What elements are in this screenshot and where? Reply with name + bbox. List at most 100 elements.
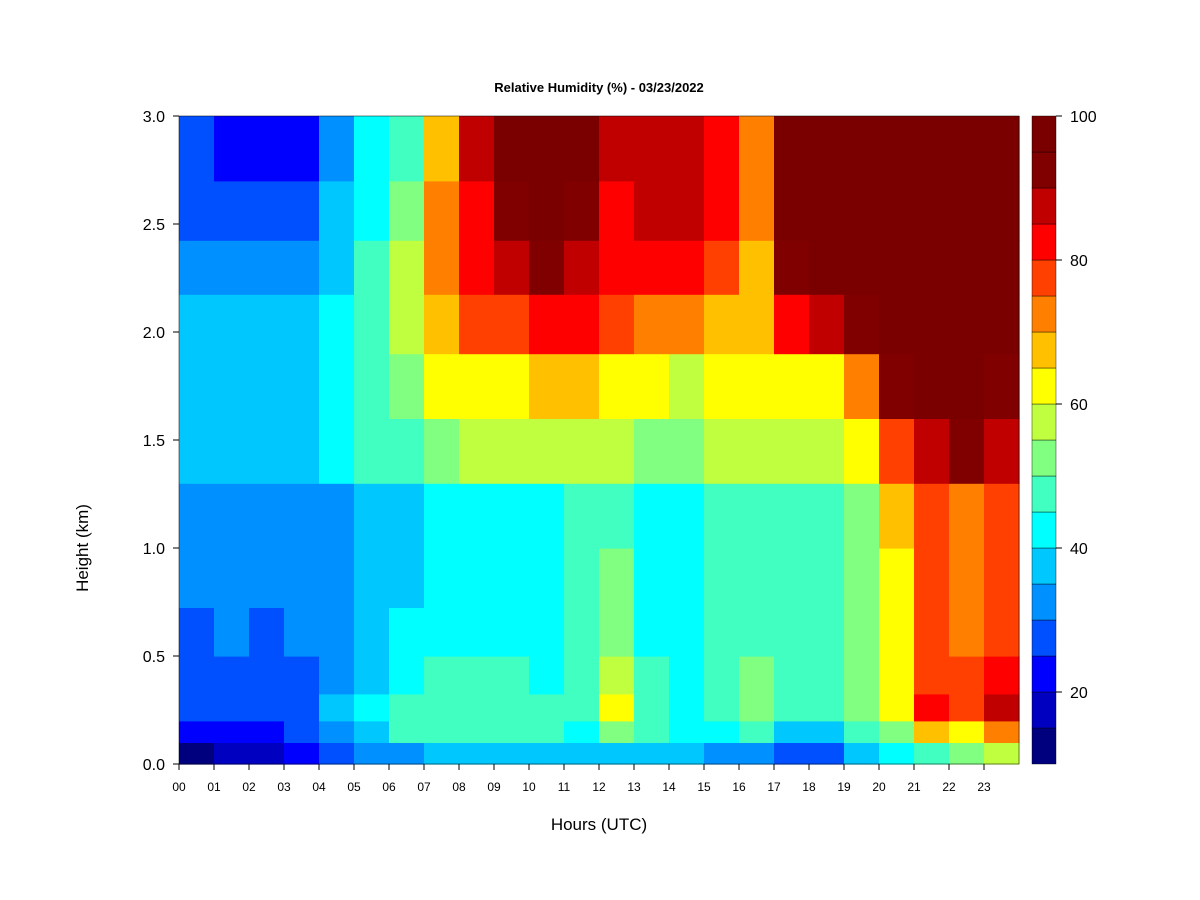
heatmap-cell [249, 353, 285, 419]
heatmap-cell [354, 116, 390, 182]
heatmap-cell [879, 353, 915, 419]
x-tick-label: 19 [837, 780, 851, 794]
heatmap-cell [774, 607, 810, 657]
heatmap-cell [284, 607, 320, 657]
colorbar-swatch [1031, 259, 1057, 297]
heatmap-cell [704, 180, 740, 241]
heatmap-cell [249, 693, 285, 722]
heatmap-cell [984, 240, 1020, 295]
colorbar-swatch [1031, 691, 1057, 729]
colorbar-tick-label: 60 [1070, 397, 1088, 414]
heatmap-cell [809, 548, 845, 608]
colorbar-swatch [1031, 187, 1057, 225]
heatmap-cell [494, 656, 530, 695]
colorbar-tick-label: 80 [1070, 253, 1088, 270]
colorbar-swatch [1031, 223, 1057, 261]
heatmap-cell [529, 353, 565, 419]
heatmap-cell [634, 240, 670, 295]
heatmap-cell [704, 116, 740, 182]
heatmap-cell [914, 742, 950, 765]
heatmap-cell [529, 180, 565, 241]
heatmap-cell [809, 720, 845, 743]
heatmap-cell [284, 180, 320, 241]
heatmap-cell [529, 693, 565, 722]
heatmap-cell [739, 656, 775, 695]
heatmap-cell [564, 693, 600, 722]
x-tick-label: 03 [277, 780, 291, 794]
heatmap-cell [949, 180, 985, 241]
colorbar-swatch [1031, 331, 1057, 369]
heatmap-cell [354, 180, 390, 241]
heatmap-cell [179, 742, 215, 765]
heatmap-cell [214, 656, 250, 695]
heatmap-cell [599, 418, 635, 484]
heatmap-cell [844, 548, 880, 608]
colorbar [1031, 115, 1057, 765]
heatmap-cell [529, 742, 565, 765]
heatmap-cell [214, 418, 250, 484]
colorbar-swatch [1031, 619, 1057, 657]
heatmap-cell [249, 607, 285, 657]
heatmap-cell [424, 353, 460, 419]
heatmap-cell [879, 742, 915, 765]
heatmap-cell [809, 656, 845, 695]
heatmap-cell [949, 607, 985, 657]
heatmap-cell [424, 607, 460, 657]
heatmap-cell [214, 353, 250, 419]
heatmap-cell [844, 353, 880, 419]
heatmap-cell [599, 240, 635, 295]
heatmap-cell [389, 693, 425, 722]
heatmap-cell [634, 353, 670, 419]
x-tick-label: 05 [347, 780, 361, 794]
heatmap-cell [564, 180, 600, 241]
heatmap-cell [354, 418, 390, 484]
x-tick-label: 09 [487, 780, 501, 794]
y-tick-label: 2.0 [143, 325, 165, 342]
heatmap-cell [389, 607, 425, 657]
heatmap-cell [914, 418, 950, 484]
heatmap-cell [179, 180, 215, 241]
heatmap-cell [879, 607, 915, 657]
heatmap-cell [844, 607, 880, 657]
heatmap-cell [844, 240, 880, 295]
chart-title: Relative Humidity (%) - 03/23/2022 [494, 80, 704, 95]
heatmap-cell [634, 607, 670, 657]
heatmap-cell [809, 418, 845, 484]
heatmap-cell [599, 180, 635, 241]
heatmap-cell [214, 720, 250, 743]
heatmap-cell [704, 742, 740, 765]
heatmap-cell [599, 294, 635, 355]
heatmap-cell [914, 240, 950, 295]
heatmap-cell [809, 483, 845, 549]
heatmap-cell [319, 607, 355, 657]
heatmap-cell [599, 548, 635, 608]
colorbar-swatch [1031, 511, 1057, 549]
heatmap-cell [984, 353, 1020, 419]
heatmap-cell [984, 294, 1020, 355]
heatmap-cell [739, 548, 775, 608]
heatmap-cell [564, 607, 600, 657]
heatmap-cell [809, 240, 845, 295]
heatmap-cell [459, 180, 495, 241]
heatmap-cell [669, 240, 705, 295]
heatmap-cell [529, 418, 565, 484]
heatmap-cell [249, 418, 285, 484]
heatmap-cell [319, 353, 355, 419]
heatmap-cell [494, 418, 530, 484]
heatmap-cell [704, 656, 740, 695]
heatmap-cell [879, 294, 915, 355]
heatmap-cell [739, 607, 775, 657]
heatmap-cell [599, 116, 635, 182]
heatmap-cell [634, 693, 670, 722]
heatmap-cell [249, 483, 285, 549]
heatmap-cell [389, 548, 425, 608]
heatmap-cell [669, 116, 705, 182]
heatmap-cell [984, 607, 1020, 657]
heatmap-cell [214, 180, 250, 241]
heatmap-cell [319, 116, 355, 182]
heatmap-cell [179, 353, 215, 419]
heatmap-cell [599, 720, 635, 743]
heatmap-cell [844, 483, 880, 549]
heatmap-cell [984, 548, 1020, 608]
heatmap-cell [774, 548, 810, 608]
